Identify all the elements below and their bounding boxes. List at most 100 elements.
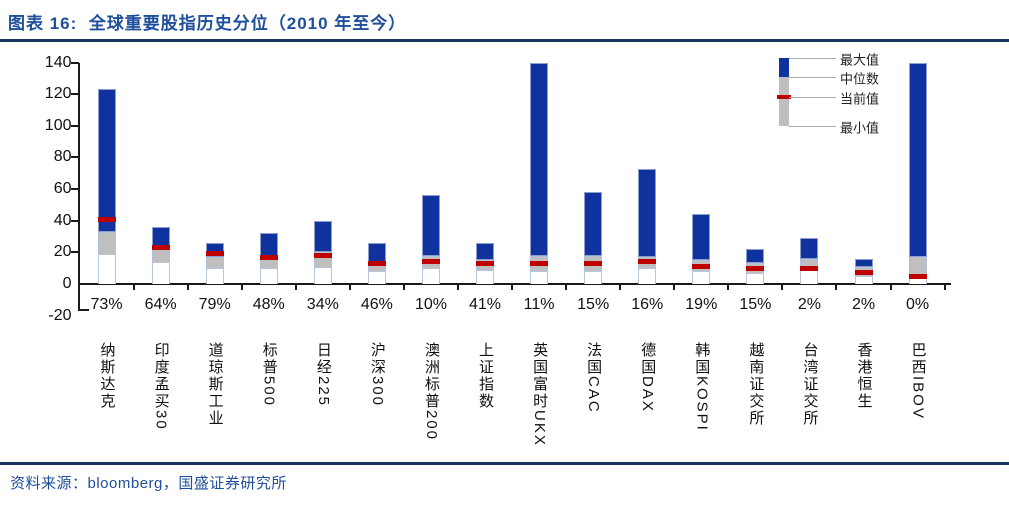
bar-max-segment (476, 242, 495, 261)
x-percentile-label: 11% (523, 296, 555, 313)
legend-connector-line (789, 97, 836, 98)
y-axis-label: -20 (48, 306, 72, 324)
bar-current-tick (746, 265, 765, 271)
y-tick-mark (70, 156, 79, 159)
bar-current-tick (313, 253, 332, 259)
x-axis-line (78, 283, 952, 285)
bar-min-segment (746, 272, 765, 284)
bar-min-segment (421, 268, 440, 284)
bar-min-segment (854, 276, 873, 284)
y-axis-label: 20 (53, 243, 72, 261)
bar-median-segment (205, 257, 224, 269)
y-tick-mark (70, 188, 79, 191)
x-category-label: 沪深300 (368, 342, 386, 408)
legend-max-swatch (779, 58, 789, 77)
x-percentile-label: 10% (414, 296, 447, 313)
bar-current-tick (151, 245, 170, 251)
x-tick-mark (402, 284, 405, 290)
legend-connector-line (789, 77, 836, 78)
x-percentile-label: 64% (144, 296, 177, 313)
x-tick-mark (294, 284, 297, 290)
x-percentile-label: 48% (252, 296, 285, 313)
bar-min-segment (151, 261, 170, 284)
bar-max-segment (800, 238, 819, 259)
x-category-label: 英国富时UKX (531, 342, 549, 447)
bar-min-segment (259, 268, 278, 284)
bar-min-segment (584, 271, 603, 284)
x-percentile-label: 2% (851, 296, 876, 313)
x-category-label: 日经225 (314, 342, 332, 408)
bar-current-tick (476, 260, 495, 266)
y-axis-label: 100 (44, 116, 72, 134)
x-tick-mark (673, 284, 676, 290)
x-percentile-label: 15% (739, 296, 772, 313)
x-percentile-label: 0% (906, 296, 930, 313)
bar-max-segment (692, 214, 711, 261)
bar-max-segment (908, 62, 927, 258)
x-percentile-label: 19% (685, 296, 718, 313)
bar-min-segment (97, 253, 116, 284)
bar-max-segment (367, 242, 386, 262)
legend-connector-line (789, 126, 836, 127)
x-percentile-label: 34% (306, 296, 339, 313)
bar-median-segment (908, 257, 927, 277)
legend-label-max: 最大值 (840, 52, 880, 68)
legend-current-swatch (777, 95, 791, 99)
bar-current-tick (638, 259, 657, 265)
x-category-label: 法国CAC (585, 342, 603, 414)
y-axis-label: 0 (62, 275, 72, 292)
bar-median-segment (800, 258, 819, 270)
bar-max-segment (97, 89, 116, 232)
bar-current-tick (367, 260, 386, 266)
figure-source: 资料来源：bloomberg，国盛证券研究所 (10, 475, 287, 492)
x-tick-mark (511, 284, 514, 290)
bar-current-tick (854, 270, 873, 276)
x-tick-mark (240, 284, 243, 290)
y-tick-mark (70, 219, 79, 222)
bar-current-tick (259, 254, 278, 260)
bar-min-segment (367, 271, 386, 284)
y-axis-foot (78, 308, 89, 311)
y-axis-line (78, 62, 80, 311)
bar-min-segment (313, 266, 332, 284)
legend-label-min: 最小值 (840, 120, 880, 136)
bar-min-segment (205, 268, 224, 284)
x-tick-mark (348, 284, 351, 290)
chart-area: 140 120 100 80 60 40 20 0 -20 73% 纳斯达克 64% 印度孟买30 79%… (44, 50, 952, 447)
x-tick-mark (619, 284, 622, 290)
bar-median-segment (97, 231, 116, 254)
x-category-label: 巴西IBOV (909, 342, 927, 420)
x-category-label: 香港恒生 (855, 342, 873, 410)
x-percentile-label: 79% (198, 296, 231, 313)
y-axis-label: 40 (53, 211, 72, 229)
bar-min-segment (530, 271, 549, 284)
x-tick-mark (835, 284, 838, 290)
x-category-label: 澳洲标普200 (422, 342, 440, 442)
x-percentile-label: 2% (797, 296, 821, 313)
top-rule (0, 39, 1009, 42)
legend-minmid-swatch (779, 77, 789, 126)
bar-max-segment (638, 168, 657, 258)
x-tick-mark (727, 284, 730, 290)
bar-current-tick (908, 273, 927, 279)
x-category-label: 纳斯达克 (98, 342, 116, 410)
x-tick-mark (781, 284, 784, 290)
legend-label-current: 当前值 (840, 91, 880, 107)
x-tick-mark (565, 284, 568, 290)
x-tick-mark (186, 284, 189, 290)
y-axis-label: 140 (44, 53, 72, 71)
legend-label-median: 中位数 (840, 71, 880, 87)
bar-current-tick (97, 216, 116, 222)
bar-min-segment (692, 271, 711, 284)
bar-max-segment (259, 233, 278, 256)
bar-current-tick (421, 259, 440, 265)
bar-min-segment (800, 269, 819, 284)
bar-max-segment (313, 220, 332, 253)
x-category-label: 德国DAX (639, 342, 657, 413)
y-tick-mark (70, 93, 79, 96)
chart-legend: 最大值 中位数 当前值 最小值 (770, 50, 900, 145)
x-tick-mark (132, 284, 135, 290)
y-tick-mark (70, 61, 79, 64)
bar-max-segment (746, 249, 765, 264)
x-tick-mark (456, 284, 459, 290)
